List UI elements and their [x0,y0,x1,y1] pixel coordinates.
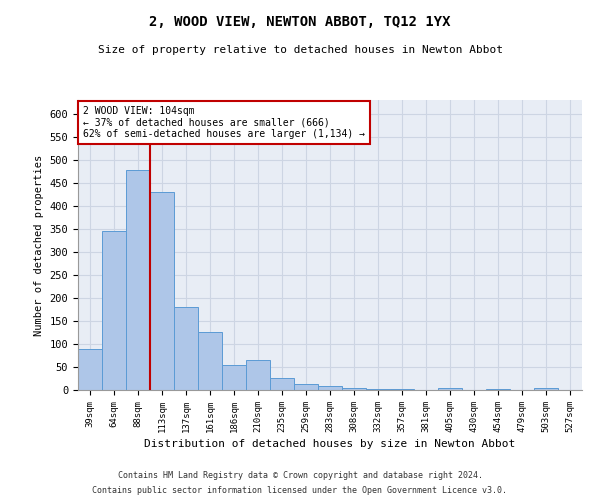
Bar [342,388,366,390]
Text: 2, WOOD VIEW, NEWTON ABBOT, TQ12 1YX: 2, WOOD VIEW, NEWTON ABBOT, TQ12 1YX [149,15,451,29]
Text: 2 WOOD VIEW: 104sqm
← 37% of detached houses are smaller (666)
62% of semi-detac: 2 WOOD VIEW: 104sqm ← 37% of detached ho… [83,106,365,139]
Bar [198,332,222,390]
Bar [102,231,126,390]
Bar [126,170,150,390]
Bar [78,350,102,390]
Bar [366,388,390,390]
Bar [438,388,462,390]
Bar [150,192,174,390]
Text: Size of property relative to detached houses in Newton Abbot: Size of property relative to detached ho… [97,45,503,55]
X-axis label: Distribution of detached houses by size in Newton Abbot: Distribution of detached houses by size … [145,439,515,449]
Bar [174,307,198,390]
Bar [222,364,246,390]
Bar [246,360,270,390]
Text: Contains public sector information licensed under the Open Government Licence v3: Contains public sector information licen… [92,486,508,495]
Bar [486,388,510,390]
Text: Contains HM Land Registry data © Crown copyright and database right 2024.: Contains HM Land Registry data © Crown c… [118,471,482,480]
Y-axis label: Number of detached properties: Number of detached properties [34,154,44,336]
Bar [318,386,342,390]
Bar [270,378,294,390]
Bar [390,388,414,390]
Bar [534,388,558,390]
Bar [294,384,318,390]
